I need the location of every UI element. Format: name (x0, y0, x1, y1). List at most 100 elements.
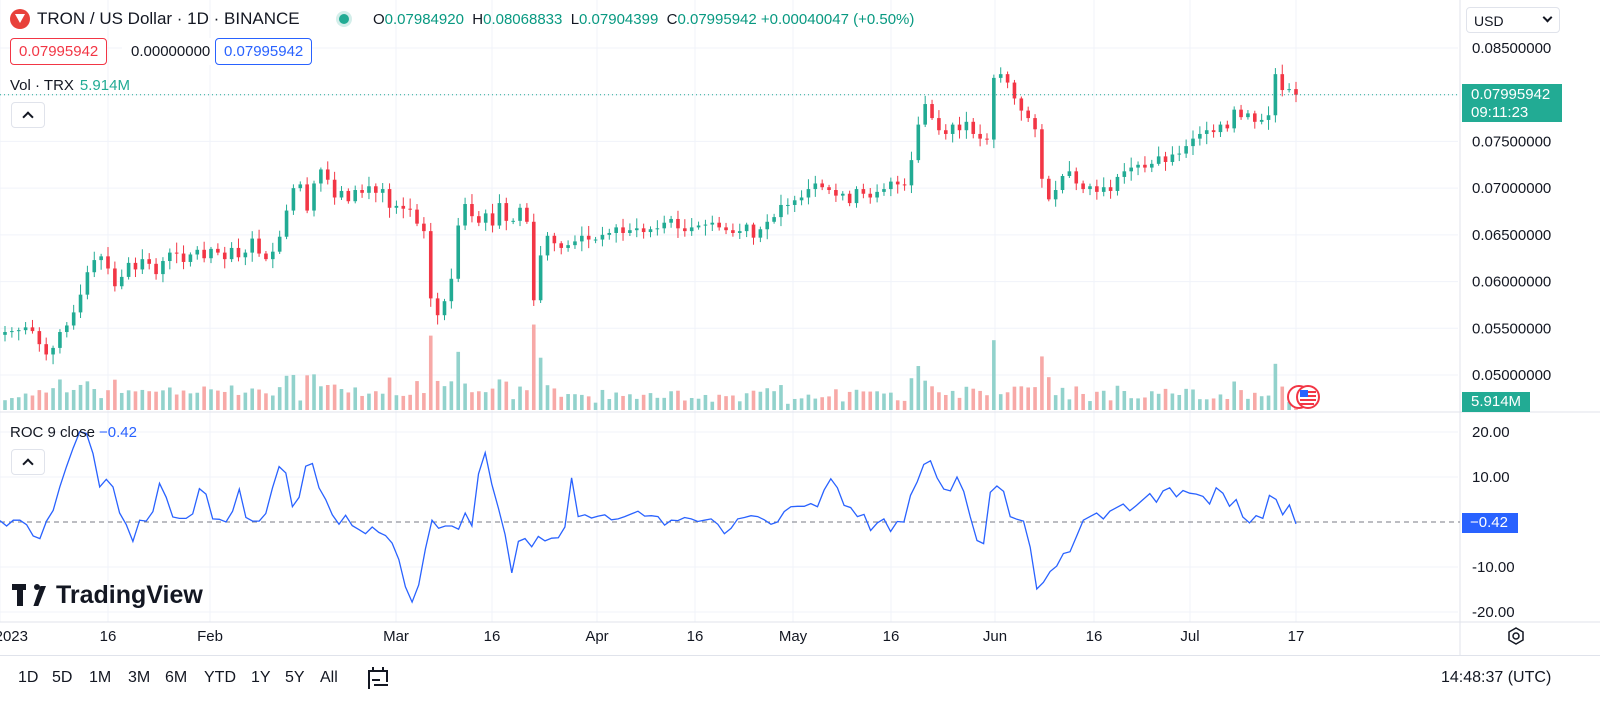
volume-bar (415, 381, 419, 410)
candle-body (751, 224, 756, 238)
candle-body (930, 104, 934, 119)
volume-bar (751, 390, 756, 410)
candle-body (188, 254, 193, 262)
time-axis-label: 16 (687, 628, 704, 645)
go-to-date-icon[interactable] (366, 667, 390, 691)
volume-bar (422, 393, 426, 410)
candle-body (415, 209, 419, 224)
volume-bar (442, 386, 447, 410)
range-ytd-button[interactable]: YTD (204, 669, 236, 686)
candle-body (710, 222, 715, 225)
range-1m-button[interactable]: 1M (89, 669, 112, 686)
range-6m-button[interactable]: 6M (165, 669, 188, 686)
candle-body (998, 74, 1003, 78)
range-3m-button[interactable]: 3M (128, 669, 151, 686)
volume-bar (277, 387, 282, 410)
volume-bar (360, 395, 364, 410)
candle-body (1218, 124, 1223, 133)
us-flag-icon[interactable] (1286, 384, 1322, 410)
candle-body (1012, 82, 1017, 99)
volume-bar (703, 394, 708, 410)
volume-bar (222, 391, 227, 410)
volume-bar (779, 385, 783, 410)
candle-body (229, 247, 234, 260)
buy-price-button[interactable]: 0.07995942 (215, 38, 313, 65)
candle-body (147, 259, 152, 264)
candle-body (181, 253, 186, 262)
volume-bar (662, 397, 667, 410)
market-status-icon[interactable] (339, 14, 349, 24)
symbol-title[interactable]: TRON / US Dollar · 1D · BINANCE (37, 9, 300, 28)
candle-body (1074, 171, 1079, 184)
volume-bar (744, 393, 749, 410)
volume-bar (696, 398, 701, 410)
candle-body (1143, 164, 1147, 168)
volume-bar (648, 393, 653, 410)
volume-bar (188, 393, 193, 410)
candle-body (312, 183, 316, 211)
time-axis-label: 16 (100, 628, 117, 645)
candle-body (195, 249, 200, 255)
candle-body (641, 228, 646, 233)
candle-body (834, 190, 838, 196)
change-value: +0.00040047 (+0.50%) (760, 11, 915, 28)
volume-bar (1177, 394, 1182, 410)
candle-body (1095, 186, 1099, 192)
candle-body (957, 124, 962, 131)
volume-bar (1101, 390, 1106, 410)
collapse-main-pane-button[interactable] (11, 102, 45, 128)
volume-bar (998, 394, 1003, 410)
volume-bar (312, 374, 316, 410)
volume-bar (580, 394, 584, 410)
volume-bar (1232, 381, 1236, 410)
candle-body (1232, 109, 1236, 129)
candle-body (222, 252, 227, 260)
candle-body (360, 190, 364, 193)
candle-body (490, 213, 495, 226)
volume-bar (724, 396, 728, 410)
range-1d-button[interactable]: 1D (18, 669, 39, 686)
roc-axis-label: 20.00 (1472, 424, 1510, 441)
volume-bar (1163, 388, 1168, 410)
collapse-roc-pane-button[interactable] (11, 449, 45, 475)
range-5d-button[interactable]: 5D (52, 669, 73, 686)
volume-bar (676, 390, 680, 410)
range-5y-button[interactable]: 5Y (285, 669, 305, 686)
volume-bar (250, 388, 255, 410)
volume-bar (806, 394, 811, 410)
sell-price-button[interactable]: 0.07995942 (10, 38, 108, 65)
volume-bar (909, 378, 914, 410)
candle-body (937, 118, 941, 131)
volume-bar (30, 395, 35, 410)
candle-body (1060, 175, 1065, 191)
candle-body (325, 169, 330, 180)
tradingview-logo[interactable]: TradingView (12, 580, 203, 610)
volume-bar (1156, 393, 1161, 410)
candle-body (374, 186, 378, 193)
candle-body (380, 189, 385, 193)
volume-bar (470, 392, 474, 410)
volume-bar (586, 396, 591, 410)
volume-bar (99, 398, 103, 410)
volume-bar (126, 390, 131, 410)
candle-body (119, 276, 124, 287)
candle-body (655, 228, 660, 230)
volume-bar (861, 391, 866, 410)
candle-body (559, 243, 564, 248)
candle-body (1115, 176, 1120, 191)
close-label: C (666, 11, 678, 28)
volume-bar (387, 377, 392, 410)
candle-body (271, 251, 275, 260)
candle-body (1294, 89, 1298, 95)
volume-bar (573, 394, 577, 410)
currency-select[interactable]: USD (1466, 7, 1560, 33)
range-all-button[interactable]: All (320, 669, 338, 686)
axis-settings-icon[interactable] (1507, 627, 1525, 645)
roc-legend: ROC 9 close −0.42 (10, 424, 137, 441)
candle-body (1273, 74, 1278, 116)
candle-body (531, 221, 536, 301)
volume-bar (868, 391, 873, 410)
range-1y-button[interactable]: 1Y (251, 669, 271, 686)
utc-clock[interactable]: 14:48:37 (UTC) (1441, 669, 1552, 686)
